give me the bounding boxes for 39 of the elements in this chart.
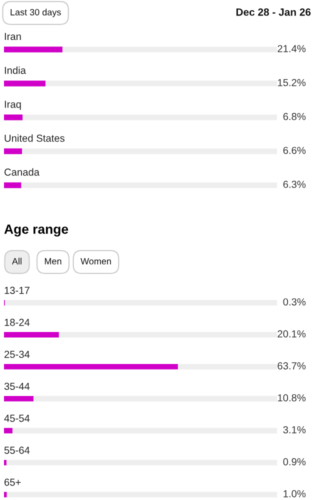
- bar: [4, 46, 62, 52]
- data-label: 0.9%: [283, 458, 306, 466]
- data-label: 10.8%: [278, 394, 306, 402]
- data-label: 20.1%: [278, 330, 306, 338]
- y-tick-label: 55-64: [4, 446, 30, 454]
- y-tick-label: 25-34: [4, 350, 30, 358]
- bar: [4, 80, 46, 86]
- bar: [4, 182, 22, 188]
- y-tick-label: 45-54: [4, 414, 30, 422]
- bar: [4, 492, 7, 498]
- bar: [4, 396, 34, 402]
- y-tick-label: 35-44: [4, 382, 30, 390]
- text: Women: [80, 258, 111, 264]
- text: Dec 28 - Jan 26: [236, 8, 311, 16]
- data-label: 6.6%: [283, 146, 306, 154]
- bar: [4, 332, 59, 338]
- y-tick-label: 13-17: [4, 286, 30, 294]
- y-tick-label: 65+: [4, 478, 21, 486]
- chart-title: Age range: [4, 224, 68, 237]
- bar: [4, 148, 22, 154]
- data-label: 63.7%: [278, 362, 306, 370]
- data-label: 15.2%: [278, 78, 306, 86]
- y-tick-label: Iran: [4, 32, 21, 40]
- bar: [4, 428, 12, 434]
- data-label: 6.8%: [283, 112, 306, 120]
- text: Men: [44, 258, 62, 264]
- data-label: 21.4%: [278, 45, 306, 52]
- data-label: 3.1%: [283, 426, 306, 434]
- data-label: 1.0%: [284, 490, 306, 498]
- text: All: [12, 258, 22, 264]
- y-tick-label: India: [4, 66, 26, 74]
- data-label: 0.3%: [283, 298, 306, 306]
- y-tick-label: United States: [4, 134, 64, 142]
- y-tick-label: Canada: [4, 168, 40, 176]
- bar: [4, 114, 23, 120]
- y-tick-label: 18-24: [4, 318, 30, 326]
- y-tick-label: Iraq: [4, 100, 21, 110]
- data-label: 6.3%: [283, 180, 306, 188]
- text: Last 30 days: [10, 8, 61, 18]
